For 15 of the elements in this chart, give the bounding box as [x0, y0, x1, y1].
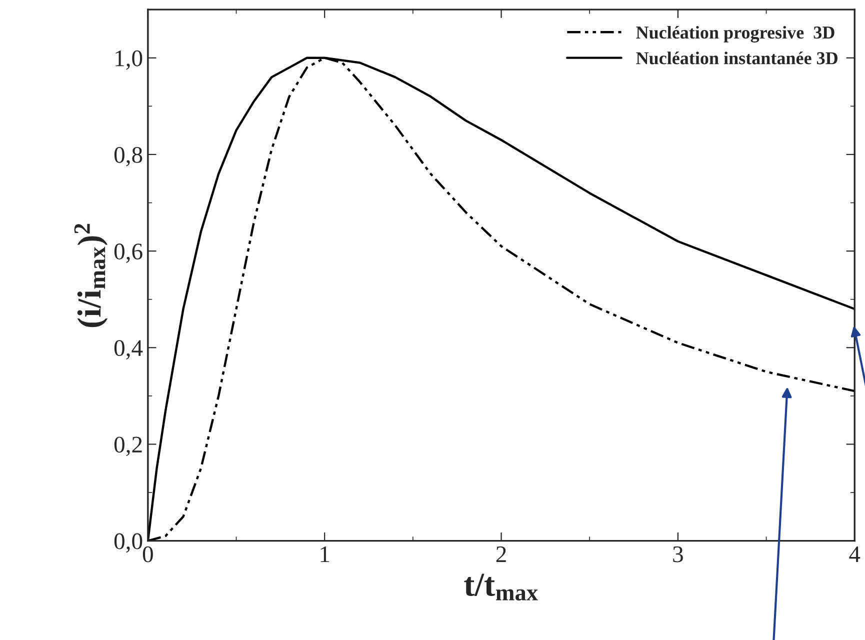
x-axis-title: t/t$_{max}$: [464, 574, 538, 601]
x-tick-label: 4: [849, 546, 860, 562]
x-tick-label: 0: [142, 546, 153, 562]
y-tick-label: 0,2: [114, 436, 142, 456]
y-tick-label: 0,4: [114, 340, 143, 360]
x-tick-label: 3: [673, 546, 683, 562]
y-tick-label: 0,6: [114, 244, 142, 263]
y-tick-label: 1,0: [116, 50, 142, 70]
y-tick-label: 0,0: [114, 533, 142, 553]
x-tick-label: 2: [496, 546, 506, 562]
y-axis-title: (i/i$_{max}$)$^{2}$: [74, 224, 108, 328]
x-tick-label: 1: [320, 546, 330, 562]
legend-label: Nucléation instantanée 3D: [636, 52, 838, 64]
legend-label: Nucléation progresive 3D: [636, 26, 834, 42]
y-tick-label: 0,8: [114, 146, 142, 166]
